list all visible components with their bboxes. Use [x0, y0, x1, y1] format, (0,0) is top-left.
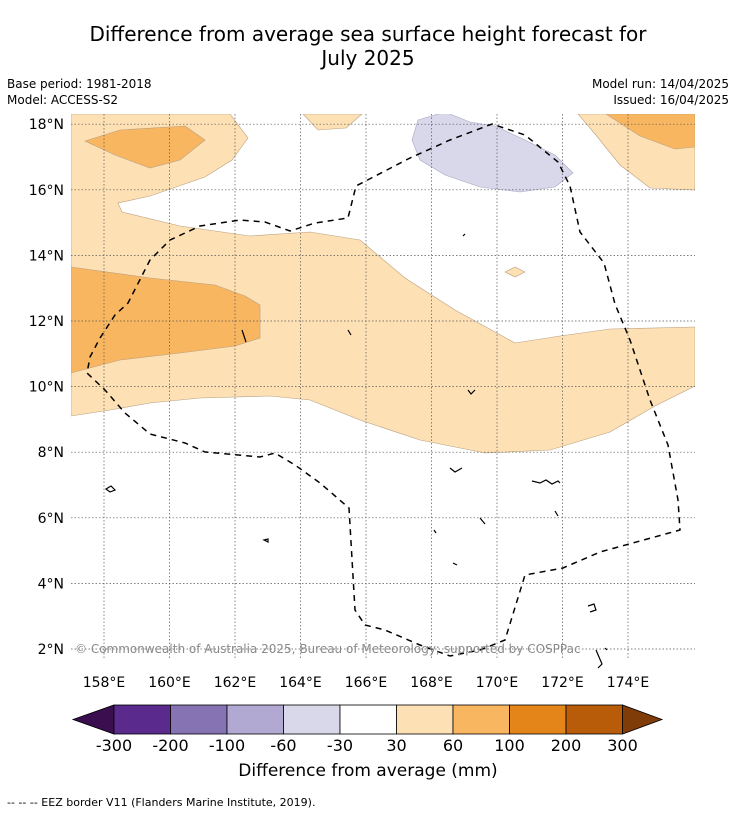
grid-lines [71, 114, 695, 660]
y-tick-label: 12°N [29, 314, 64, 330]
meta-right: Model run: 14/04/2025 Issued: 16/04/2025 [592, 76, 729, 108]
model-name: Model: ACCESS-S2 [7, 93, 119, 107]
island [262, 538, 269, 543]
x-tick-label: 172°E [541, 675, 584, 691]
x-tick-label: 170°E [476, 675, 519, 691]
footnote: -- -- -- EEZ border V11 (Flanders Marine… [7, 796, 316, 809]
colorbar-tick-label: -300 [96, 736, 132, 755]
island [104, 485, 117, 493]
chart-title: Difference from average sea surface heig… [0, 22, 736, 70]
x-tick-label: 162°E [214, 675, 257, 691]
colorbar-segment [113, 704, 171, 735]
x-tick-label: 166°E [345, 675, 388, 691]
y-tick-label: 4°N [38, 576, 64, 592]
island [347, 329, 352, 336]
y-tick-label: 16°N [29, 183, 64, 199]
island [554, 510, 559, 517]
colorbar-tick-label: -60 [270, 736, 296, 755]
colorbar-segment [396, 704, 454, 735]
copyright-text: © Commonwealth of Australia 2025, Bureau… [75, 642, 581, 656]
meta-left: Base period: 1981-2018 Model: ACCESS-S2 [7, 76, 152, 108]
island [467, 389, 476, 395]
region-60-100-northeast [605, 114, 695, 150]
region-30-60-north [302, 114, 363, 131]
map-area [71, 114, 695, 454]
island [452, 562, 458, 566]
island [462, 233, 466, 237]
colorbar-tick-label: 30 [386, 736, 406, 755]
chart-title-line2: July 2025 [321, 46, 415, 70]
island [479, 517, 486, 525]
colorbar-tick-label: 60 [443, 736, 463, 755]
eez-border [86, 123, 681, 657]
island [241, 329, 247, 343]
x-tick-label: 158°E [83, 675, 126, 691]
y-tick-label: 14°N [29, 248, 64, 264]
colorbar-label: Difference from average (mm) [238, 761, 498, 781]
colorbar-segment [339, 704, 397, 735]
y-tick-labels: 2°N 4°N 6°N 8°N 10°N 12°N 14°N 16°N 18°N [29, 117, 64, 658]
y-tick-label: 10°N [29, 380, 64, 396]
y-tick-label: 18°N [29, 117, 64, 133]
colorbar-tick-label: -200 [152, 736, 188, 755]
islands [104, 233, 608, 669]
island [604, 647, 608, 651]
x-tick-label: 164°E [279, 675, 322, 691]
colorbar-tick-labels: -300 -200 -100 -60 -30 30 60 100 200 300 [96, 736, 638, 755]
region-neg-60-30 [411, 114, 574, 193]
x-tick-label: 160°E [148, 675, 191, 691]
colorbar-tick-label: -100 [209, 736, 245, 755]
x-tick-label: 174°E [607, 675, 650, 691]
colorbar-segment [170, 704, 228, 735]
colorbar-tick-label: 100 [494, 736, 525, 755]
island [449, 467, 463, 473]
region-30-60-main [71, 114, 695, 454]
colorbar-segment [226, 704, 284, 735]
colorbar-segment [565, 704, 623, 735]
colorbar-segment [509, 704, 567, 735]
colorbar-extend-low [71, 704, 115, 735]
region-60-100-west [71, 266, 261, 374]
island [587, 603, 597, 613]
model-run: Model run: 14/04/2025 [591, 77, 729, 91]
colorbar-segment [452, 704, 510, 735]
island [595, 649, 603, 669]
colorbar-segment [283, 704, 341, 735]
y-tick-label: 2°N [38, 642, 64, 658]
region-60-100-north [84, 125, 206, 169]
region-30-60-blob [504, 266, 526, 278]
colorbar-tick-label: -30 [327, 736, 353, 755]
y-tick-label: 6°N [38, 511, 64, 527]
colorbar-tick-label: 300 [607, 736, 638, 755]
y-tick-label: 8°N [38, 445, 64, 461]
chart-title-line1: Difference from average sea surface heig… [89, 22, 647, 46]
x-tick-labels: 158°E 160°E 162°E 164°E 166°E 168°E 170°E 172°E… [83, 675, 650, 691]
colorbar-tick-label: 200 [551, 736, 582, 755]
issued-date: Issued: 16/04/2025 [613, 93, 729, 107]
x-tick-label: 168°E [410, 675, 453, 691]
colorbar-extend-high [622, 704, 664, 735]
island [531, 479, 561, 485]
island [433, 529, 437, 534]
colorbar [71, 704, 664, 735]
base-period: Base period: 1981-2018 [7, 77, 152, 91]
